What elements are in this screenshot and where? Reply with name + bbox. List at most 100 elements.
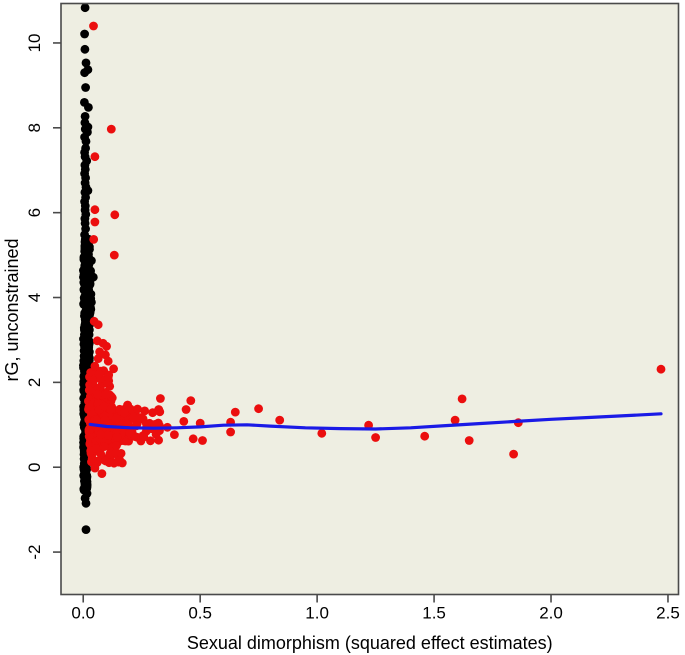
data-point — [90, 463, 100, 473]
data-point — [112, 441, 121, 450]
data-point — [83, 65, 93, 75]
data-point — [91, 444, 101, 453]
data-point — [125, 428, 135, 438]
data-point — [179, 417, 189, 426]
plot-border — [60, 2, 680, 596]
data-point — [464, 436, 474, 445]
data-point — [457, 394, 467, 404]
x-axis-ticks: 0.0 0.5 1.0 1.5 2.0 2.5 — [71, 594, 680, 623]
data-point — [80, 230, 89, 240]
data-point — [80, 240, 90, 250]
data-point — [90, 152, 100, 162]
x-tick-label: 2.5 — [656, 604, 680, 623]
data-point — [96, 430, 106, 439]
data-point — [93, 389, 102, 399]
data-point — [89, 21, 98, 31]
data-point — [109, 364, 118, 374]
x-tick-label: 1.0 — [305, 604, 329, 623]
data-point — [133, 404, 142, 414]
y-tick-label: 10 — [25, 33, 44, 52]
data-point — [83, 186, 93, 196]
data-point — [154, 405, 164, 414]
data-point — [94, 369, 104, 379]
data-point — [90, 361, 100, 371]
data-point — [80, 477, 90, 487]
data-point — [89, 235, 99, 244]
data-point — [87, 297, 96, 307]
x-tick-label: 1.5 — [422, 604, 446, 623]
data-point — [85, 280, 95, 289]
data-point — [104, 458, 114, 468]
data-point — [81, 525, 91, 534]
data-point — [80, 29, 89, 39]
x-tick-label: 0.0 — [71, 604, 95, 623]
data-point — [100, 415, 110, 425]
loess-smooth-line — [88, 412, 663, 431]
data-point — [90, 205, 100, 215]
y-tick-label: 2 — [25, 378, 44, 387]
y-tick-label: 0 — [25, 462, 44, 471]
data-point — [146, 436, 155, 446]
data-point — [81, 291, 91, 300]
data-point — [140, 406, 150, 416]
data-point — [81, 58, 91, 68]
y-tick-label: 6 — [25, 208, 44, 217]
data-point — [230, 407, 240, 417]
data-point — [93, 320, 103, 330]
data-point — [186, 396, 196, 405]
y-tick-label: -2 — [25, 545, 44, 560]
data-point — [116, 449, 126, 458]
data-point — [97, 469, 107, 478]
data-point — [81, 463, 91, 473]
data-point — [80, 112, 90, 121]
data-point — [82, 489, 92, 498]
data-point — [317, 428, 327, 438]
data-point — [188, 434, 198, 444]
data-point — [254, 404, 263, 414]
x-tick-label: 2.0 — [539, 604, 563, 623]
data-point — [106, 405, 116, 414]
data-point — [103, 373, 113, 382]
data-point — [181, 405, 191, 414]
data-point — [81, 498, 91, 508]
data-point — [80, 44, 90, 54]
data-point — [135, 413, 145, 422]
data-point — [198, 436, 207, 445]
data-point — [170, 430, 179, 439]
data-point — [156, 394, 165, 403]
data-point — [84, 103, 93, 112]
data-point — [81, 470, 91, 480]
data-point — [88, 272, 98, 282]
data-point — [84, 338, 94, 348]
red-points-group — [84, 21, 666, 478]
x-tick-label: 0.5 — [188, 604, 212, 623]
data-point — [93, 354, 103, 363]
data-point — [79, 273, 89, 282]
y-axis-title: rG, unconstrained — [2, 238, 22, 381]
data-point — [85, 308, 95, 318]
data-point — [112, 432, 122, 442]
data-point — [90, 217, 100, 227]
data-point — [84, 385, 94, 395]
data-point — [371, 433, 380, 442]
data-point — [87, 401, 96, 411]
data-point — [509, 449, 518, 459]
x-axis-title: Sexual dimorphism (squared effect estima… — [187, 633, 553, 653]
data-point — [103, 356, 113, 366]
y-tick-label: 4 — [25, 293, 44, 302]
data-point — [79, 252, 89, 262]
data-point — [103, 431, 113, 440]
data-point — [275, 415, 285, 425]
data-point — [120, 408, 129, 418]
data-point — [102, 341, 111, 351]
data-point — [139, 432, 149, 442]
data-point — [420, 431, 430, 441]
data-point — [106, 124, 116, 134]
data-point — [111, 414, 121, 423]
data-point — [81, 83, 90, 92]
data-point — [110, 210, 120, 220]
data-points-layer — [79, 3, 666, 534]
data-point — [656, 364, 666, 374]
